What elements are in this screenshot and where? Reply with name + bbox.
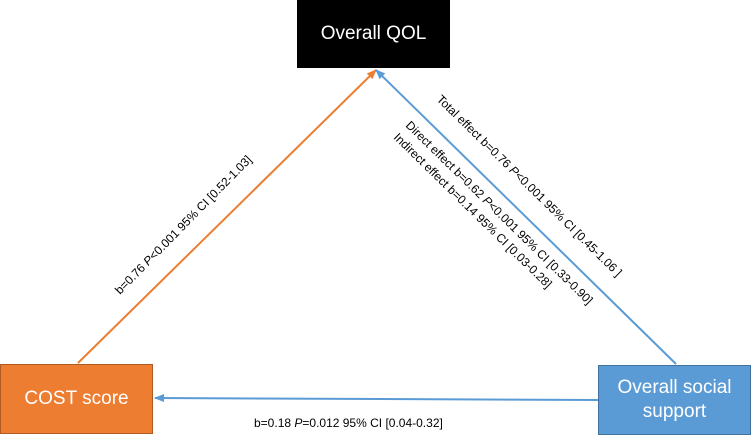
label-indirect-effect: Indirect effect b=0.14 95% CI [0.03-0.28…	[391, 130, 555, 291]
arrow-social-to-qol	[375, 69, 677, 365]
node-overall-social-support: Overall social support	[598, 365, 751, 435]
label-cost-to-qol: b=0.76 P<0.001 95% CI [0.52-1.03]	[112, 153, 254, 297]
node-social-label-line1: Overall social	[617, 377, 732, 398]
node-social-label-line2: support	[642, 401, 707, 422]
node-cost-score: COST score	[0, 364, 153, 434]
node-overall-qol: Overall QOL	[297, 0, 450, 68]
arrow-social-to-cost	[154, 394, 599, 403]
label-social-to-cost: b=0.18 P=0.012 95% CI [0.04-0.32]	[254, 416, 443, 430]
node-cost-score-label: COST score	[24, 388, 129, 409]
arrow-cost-to-qol	[77, 69, 377, 364]
node-overall-qol-label: Overall QOL	[320, 23, 427, 44]
